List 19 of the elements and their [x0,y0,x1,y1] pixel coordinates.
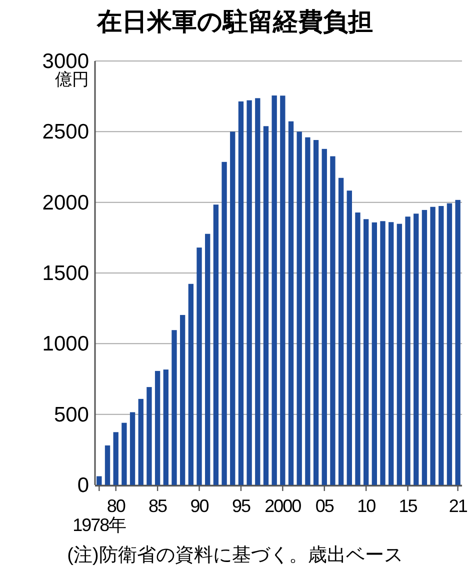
xtick: 95 [232,496,250,516]
ytick: 2500 [42,120,89,144]
xtick: 90 [190,496,208,516]
xtick: 2000 [264,496,301,516]
ytick: 1000 [42,332,89,356]
ytick: 0 [77,474,89,497]
ytick: 500 [54,403,89,426]
ytick: 1500 [42,262,89,285]
xtick: 21 [448,496,467,516]
ytick: 2000 [42,191,89,214]
xtick: 15 [398,496,417,516]
title: 在日米軍の駐留経費負担 [97,8,373,36]
xtick: 05 [315,496,334,516]
xtick: 10 [357,496,376,516]
xtick: 80 [106,496,125,516]
ylabel: 億円 [55,70,89,89]
annotation: (注)防衛省の資料に基づく。歳出ベース [67,545,403,566]
xtick: 1978年 [72,515,126,535]
xtick: 85 [148,496,167,516]
